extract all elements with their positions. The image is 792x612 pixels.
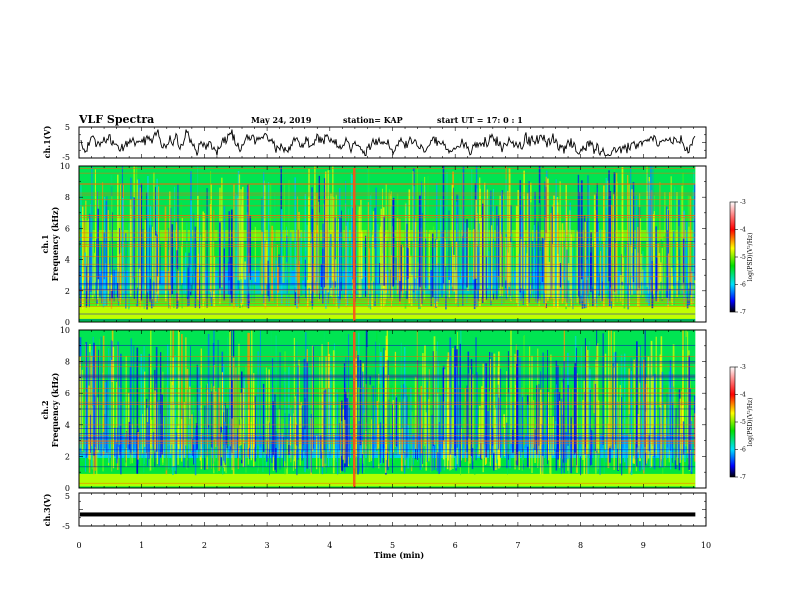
ch1-frequency-label: Frequency (kHz) (50, 206, 60, 281)
ch2-spectrogram-panel: 0 2 4 6 8 10 ch.2 Frequency (kHz) (40, 326, 707, 493)
colorbar-tick--4: -4 (740, 227, 746, 234)
x-tick-0: 0 (76, 541, 81, 550)
ch1-colorbar-scale (729, 201, 736, 313)
frequency-tick-4: 4 (65, 421, 70, 430)
ch3-waveform-line (80, 512, 696, 517)
ch2-frequency-label: Frequency (kHz) (50, 372, 60, 447)
x-tick-7: 7 (515, 541, 520, 550)
start-time-label: start UT = 17: 0 : 1 (437, 115, 523, 125)
ch3-waveform-panel: 5 -5 ch.3(V) (42, 492, 707, 531)
x-tick-10: 10 (701, 541, 711, 550)
frequency-tick-8: 8 (65, 358, 70, 367)
x-tick-5: 5 (390, 541, 395, 550)
ch2-colorbar-label: log(PSD)(V²/Hz) (747, 398, 754, 447)
colorbar-tick--3: -3 (740, 364, 746, 371)
colorbar-tick--3: -3 (740, 199, 746, 206)
figure-title: VLF Spectra (78, 113, 154, 126)
x-tick-4: 4 (327, 541, 332, 550)
x-tick-2: 2 (202, 541, 207, 550)
ch1-channel-label: ch.1 (40, 234, 50, 253)
ch1-waveform-line (80, 129, 696, 157)
frequency-tick-6: 6 (65, 389, 70, 398)
colorbar-tick--6: -6 (740, 447, 746, 454)
ch1-ytick-top: 5 (65, 123, 70, 132)
ch1-waveform-panel: 5 -5 ch.1(V) (42, 123, 707, 162)
frequency-tick-10: 10 (60, 162, 70, 171)
ch2-colorbar-scale (729, 366, 736, 478)
frequency-tick-8: 8 (65, 193, 70, 202)
ch2-colorbar: -3 -4 -5 -6 -7 log(PSD)(V²/Hz) (729, 364, 754, 481)
ch3-ytick-bottom: -5 (62, 522, 70, 531)
x-tick-6: 6 (453, 541, 458, 550)
colorbar-tick--7: -7 (740, 309, 746, 316)
ch3-waveform-frame (78, 492, 707, 527)
colorbar-tick--6: -6 (740, 282, 746, 289)
ch1-ytick-bottom: -5 (62, 153, 70, 162)
x-tick-3: 3 (265, 541, 270, 550)
ch1-colorbar: -3 -4 -5 -6 -7 log(PSD)(V²/Hz) (729, 199, 754, 316)
x-tick-9: 9 (641, 541, 646, 550)
ch1-colorbar-label: log(PSD)(V²/Hz) (747, 233, 754, 282)
frequency-tick-0: 0 (65, 484, 70, 493)
frequency-tick-6: 6 (65, 224, 70, 233)
colorbar-tick--4: -4 (740, 392, 746, 399)
ch3-ytick-top: 5 (65, 492, 70, 501)
frequency-tick-0: 0 (65, 318, 70, 327)
frequency-tick-10: 10 (60, 326, 70, 335)
frequency-tick-2: 2 (65, 287, 70, 296)
ch3-waveform-ylabel: ch.3(V) (42, 493, 52, 526)
frequency-tick-4: 4 (65, 256, 70, 265)
colorbar-tick--7: -7 (740, 474, 746, 481)
frequency-tick-2: 2 (65, 452, 70, 461)
ch1-spectrogram-panel: 0 2 4 6 8 10 ch.1 Frequency (kHz) (40, 162, 707, 327)
ch2-channel-label: ch.2 (40, 400, 50, 419)
x-tick-8: 8 (578, 541, 583, 550)
x-axis-tick-labels: 0 1 2 3 4 5 6 7 8 9 10 (76, 541, 711, 550)
x-axis-label: Time (min) (374, 550, 424, 560)
colorbar-tick--5: -5 (740, 254, 746, 261)
x-tick-1: 1 (139, 541, 144, 550)
ch1-waveform-ylabel: ch.1(V) (42, 125, 52, 158)
colorbar-tick--5: -5 (740, 419, 746, 426)
station-label: station= KAP (343, 115, 403, 125)
date-label: May 24, 2019 (251, 115, 312, 125)
